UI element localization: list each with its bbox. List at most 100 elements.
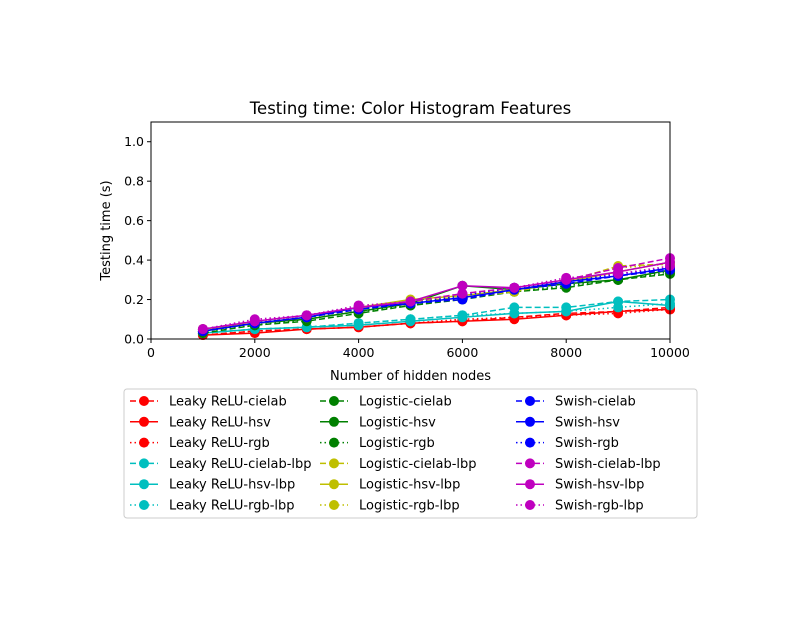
data-point xyxy=(405,314,416,325)
legend-item: Logistic-hsv-lbp xyxy=(320,478,460,493)
legend-marker xyxy=(525,479,535,490)
legend-label: Logistic-cielab xyxy=(359,395,452,410)
legend-label: Swish-cielab xyxy=(555,395,636,410)
y-tick-label: 0.8 xyxy=(124,174,144,189)
legend-marker xyxy=(525,416,535,427)
y-tick-label: 0.2 xyxy=(124,292,144,307)
y-tick-label: 0.4 xyxy=(124,253,144,268)
y-tick-label: 0.0 xyxy=(124,332,144,347)
data-point xyxy=(509,308,520,319)
data-point xyxy=(353,300,364,311)
legend-item: Swish-cielab-lbp xyxy=(516,457,661,472)
series-line xyxy=(202,269,671,332)
legend-label: Swish-rgb xyxy=(555,436,619,451)
y-axis-label: Testing time (s) xyxy=(99,180,114,281)
data-point xyxy=(613,302,624,313)
legend-marker xyxy=(139,437,149,448)
legend-label: Logistic-cielab-lbp xyxy=(359,457,477,472)
y-tick-label: 1.0 xyxy=(124,134,144,149)
legend-label: Leaky ReLU-rgb-lbp xyxy=(169,499,295,514)
data-point xyxy=(457,280,468,291)
legend-label: Leaky ReLU-cielab-lbp xyxy=(169,457,312,472)
y-axis-ticks: 0.0 0.2 0.4 0.6 0.8 1.0 xyxy=(124,134,151,347)
legend-marker xyxy=(525,500,535,510)
legend-label: Leaky ReLU-hsv xyxy=(169,415,271,430)
data-point xyxy=(561,272,572,283)
data-point xyxy=(301,310,312,321)
legend-label: Swish-cielab-lbp xyxy=(555,457,661,472)
legend-box xyxy=(123,388,698,519)
legend-label: Leaky ReLU-hsv-lbp xyxy=(169,478,295,493)
x-tick-label: 10000 xyxy=(650,345,690,360)
series-line xyxy=(202,267,671,332)
data-point xyxy=(353,318,364,329)
data-point xyxy=(197,324,208,335)
series-layer xyxy=(197,253,675,341)
legend-item: Swish-cielab xyxy=(516,395,636,410)
data-point xyxy=(405,296,416,307)
series-line xyxy=(202,269,671,332)
legend-label: Leaky ReLU-rgb xyxy=(169,436,270,451)
legend-label: Logistic-rgb xyxy=(359,436,435,451)
legend-item: Logistic-hsv xyxy=(320,415,436,430)
legend-label: Leaky ReLU-cielab xyxy=(169,395,287,410)
legend-item: Logistic-cielab-lbp xyxy=(320,457,477,472)
y-tick-label: 0.6 xyxy=(124,213,144,228)
series-line xyxy=(202,308,671,336)
series-line xyxy=(202,263,671,330)
legend-marker xyxy=(525,437,535,448)
legend-item: Swish-hsv-lbp xyxy=(516,478,644,493)
series-line xyxy=(202,267,671,332)
data-point xyxy=(457,288,468,299)
legend: Leaky ReLU-cielab Leaky ReLU-hsv Leaky ReL… xyxy=(123,388,698,519)
series-line xyxy=(202,306,671,336)
series-swish-rgb-lbp xyxy=(197,261,675,335)
legend-label: Swish-hsv-lbp xyxy=(555,478,644,493)
series-line xyxy=(202,302,671,334)
x-tick-label: 6000 xyxy=(446,345,478,360)
legend-label: Logistic-hsv-lbp xyxy=(359,478,460,493)
legend-item: Logistic-cielab xyxy=(320,395,452,410)
legend-item: Leaky ReLU-rgb-lbp xyxy=(130,499,295,514)
legend-marker xyxy=(139,500,149,510)
legend-marker xyxy=(139,396,149,406)
legend-marker xyxy=(139,458,149,469)
legend-item: Swish-rgb xyxy=(516,436,619,451)
legend-marker xyxy=(329,396,339,406)
data-point xyxy=(561,306,572,317)
legend-marker xyxy=(329,416,339,427)
x-tick-label: 0 xyxy=(147,345,155,360)
legend-label: Swish-hsv xyxy=(555,415,620,430)
series-line xyxy=(202,261,671,330)
data-point xyxy=(509,282,520,293)
x-tick-label: 2000 xyxy=(239,345,271,360)
legend-item: Leaky ReLU-cielab-lbp xyxy=(130,457,312,472)
plot-area-frame xyxy=(150,121,671,340)
legend-label: Swish-rgb-lbp xyxy=(555,499,644,514)
legend-item: Leaky ReLU-cielab xyxy=(130,395,287,410)
legend-item: Leaky ReLU-rgb xyxy=(130,436,270,451)
legend-marker xyxy=(525,396,535,406)
legend-item: Leaky ReLU-hsv xyxy=(130,415,271,430)
legend-marker xyxy=(329,479,339,490)
data-point xyxy=(249,314,260,325)
series-line xyxy=(202,300,671,334)
legend-marker xyxy=(329,500,339,510)
x-axis-ticks: 0 2000 4000 6000 8000 10000 xyxy=(147,339,690,360)
legend-marker xyxy=(139,416,149,427)
series-line xyxy=(202,257,671,330)
legend-item: Swish-rgb-lbp xyxy=(516,499,644,514)
legend-marker xyxy=(329,458,339,469)
legend-item: Leaky ReLU-hsv-lbp xyxy=(130,478,295,493)
legend-marker xyxy=(525,458,535,469)
series-line xyxy=(202,308,671,336)
legend-label: Logistic-rgb-lbp xyxy=(359,499,460,514)
legend-marker xyxy=(139,479,149,490)
x-tick-label: 4000 xyxy=(343,345,375,360)
legend-item: Swish-hsv xyxy=(516,415,620,430)
legend-item: Logistic-rgb-lbp xyxy=(320,499,460,514)
chart-title: Testing time: Color Histogram Features xyxy=(249,99,571,118)
series-line xyxy=(202,273,671,334)
